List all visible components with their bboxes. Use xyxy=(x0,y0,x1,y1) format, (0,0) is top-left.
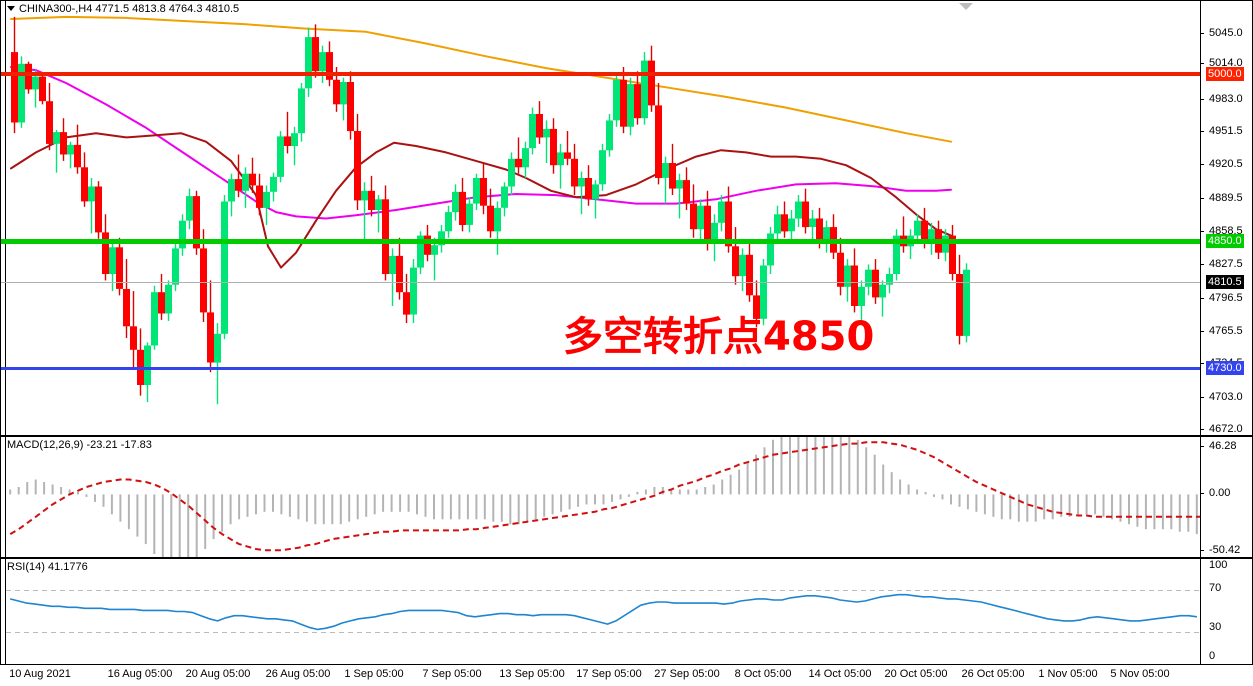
rsi-axis-label: 100 xyxy=(1209,559,1228,571)
rsi-axis-label: 30 xyxy=(1209,621,1222,633)
price-legend-text: CHINA300-,H4 4771.5 4813.8 4764.3 4810.5 xyxy=(19,3,240,15)
pivot-tag[interactable]: 4850.0 xyxy=(1206,234,1244,248)
chart-annotation: 多空转折点4850 xyxy=(563,314,875,360)
macd-plot-area[interactable] xyxy=(6,437,1201,557)
macd-legend: MACD(12,26,9) -23.21 -17.83 xyxy=(7,439,152,451)
price-tick xyxy=(1200,331,1204,332)
rsi-plot-area[interactable] xyxy=(6,559,1201,664)
price-tick xyxy=(1200,231,1204,232)
price-axis-label: 4703.0 xyxy=(1209,391,1243,403)
time-axis-label: 27 Sep 05:00 xyxy=(654,668,720,680)
price-tick xyxy=(1200,397,1204,398)
price-axis[interactable]: 5045.0 5014.0 4983.0 4951.5 4920.5 4889.5 4858… xyxy=(1200,1,1252,435)
price-panel: 多空转折点4850 CHINA300-,H4 4771.5 4813.8 476… xyxy=(0,0,1253,436)
resistance-tag[interactable]: 5000.0 xyxy=(1206,67,1244,81)
macd-axis-label: 46.28 xyxy=(1209,440,1237,452)
price-axis-label: 4983.0 xyxy=(1209,93,1243,105)
time-axis-label: 20 Oct 05:00 xyxy=(884,668,948,680)
macd-svg xyxy=(9,437,1201,557)
rsi-panel: RSI(14) 41.1776 100 70 30 0 xyxy=(0,558,1253,665)
time-axis-label: 7 Sep 05:00 xyxy=(422,668,482,680)
price-axis-label: 4827.5 xyxy=(1209,258,1243,270)
price-tick xyxy=(1200,298,1204,299)
time-axis-label: 26 Oct 05:00 xyxy=(961,668,1025,680)
rsi-axis-label: 70 xyxy=(1209,582,1222,594)
last-price-line-4810[interactable] xyxy=(1,281,1201,283)
time-axis-label: 20 Aug 05:00 xyxy=(185,668,251,680)
rsi-axis[interactable]: 100 70 30 0 xyxy=(1200,559,1252,664)
price-axis-label: 5045.0 xyxy=(1209,27,1243,39)
price-tick xyxy=(1200,363,1204,364)
rsi-legend: RSI(14) 41.1776 xyxy=(7,561,88,573)
time-axis-label: 14 Oct 05:00 xyxy=(808,668,872,680)
rsi-legend-text: RSI(14) 41.1776 xyxy=(7,561,88,573)
price-axis-label: 4672.0 xyxy=(1209,423,1243,435)
time-axis-label: 1 Sep 05:00 xyxy=(344,668,404,680)
time-axis-label: 26 Aug 05:00 xyxy=(265,668,331,680)
price-tick xyxy=(1200,33,1204,34)
macd-tick xyxy=(1200,550,1204,551)
time-axis-label: 8 Oct 05:00 xyxy=(734,668,792,680)
price-axis-label: 4796.5 xyxy=(1209,292,1243,304)
left-gutter-macd xyxy=(1,437,6,557)
time-axis[interactable]: 10 Aug 2021 16 Aug 05:00 20 Aug 05:00 26 Au… xyxy=(0,665,1253,686)
time-axis-label: 17 Sep 05:00 xyxy=(576,668,642,680)
price-axis-label: 4920.5 xyxy=(1209,158,1243,170)
time-axis-label: 10 Aug 2021 xyxy=(9,668,71,680)
macd-axis[interactable]: 46.28 0.00 -50.42 xyxy=(1200,437,1252,557)
left-gutter xyxy=(1,1,6,435)
caret-down-icon[interactable] xyxy=(7,5,15,11)
time-axis-label: 13 Sep 05:00 xyxy=(499,668,565,680)
macd-axis-label: 0.00 xyxy=(1209,487,1231,499)
macd-legend-text: MACD(12,26,9) -23.21 -17.83 xyxy=(7,439,152,451)
left-gutter-rsi xyxy=(1,559,6,664)
macd-panel: MACD(12,26,9) -23.21 -17.83 46.28 0.00 -50… xyxy=(0,436,1253,558)
price-tick xyxy=(1200,99,1204,100)
rsi-axis-label: 0 xyxy=(1209,650,1216,662)
time-axis-label: 1 Nov 05:00 xyxy=(1038,668,1098,680)
price-axis-label: 4889.5 xyxy=(1209,192,1243,204)
macd-axis-label: -50.42 xyxy=(1209,544,1241,556)
support-tag[interactable]: 4730.0 xyxy=(1206,361,1244,375)
price-tick xyxy=(1200,164,1204,165)
price-legend: CHINA300-,H4 4771.5 4813.8 4764.3 4810.5 xyxy=(7,3,239,15)
price-axis-label: 4765.5 xyxy=(1209,325,1243,337)
scroll-marker-icon xyxy=(959,3,973,10)
time-axis-label: 5 Nov 05:00 xyxy=(1110,668,1170,680)
support-line-4730[interactable] xyxy=(1,366,1201,370)
last-price-tag[interactable]: 4810.5 xyxy=(1206,275,1244,289)
rsi-svg xyxy=(6,590,1201,633)
price-tick xyxy=(1200,429,1204,430)
time-axis-label: 16 Aug 05:00 xyxy=(107,668,173,680)
macd-tick xyxy=(1200,446,1204,447)
price-axis-label: 4951.5 xyxy=(1209,125,1243,137)
price-tick xyxy=(1200,198,1204,199)
resistance-line-5000[interactable] xyxy=(1,72,1201,76)
price-tick xyxy=(1200,131,1204,132)
price-tick xyxy=(1200,63,1204,64)
price-axis-label: 5014.0 xyxy=(1209,57,1243,69)
macd-tick xyxy=(1200,493,1204,494)
pivot-line-4850[interactable] xyxy=(1,238,1201,244)
price-tick xyxy=(1200,264,1204,265)
